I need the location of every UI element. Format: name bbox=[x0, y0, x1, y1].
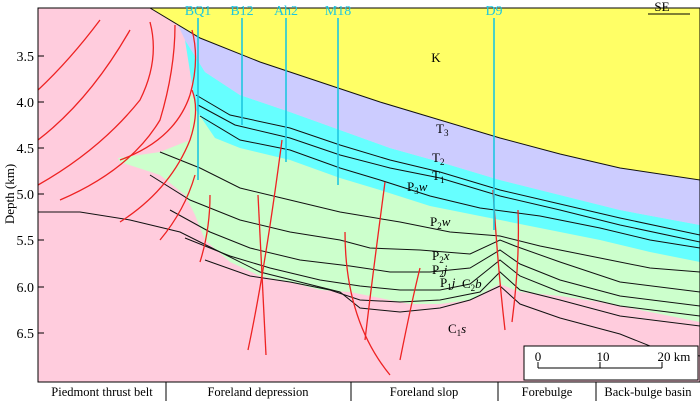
horizon-lines bbox=[38, 8, 700, 357]
horizon-c1s-top bbox=[38, 211, 700, 357]
unit-label-k: K bbox=[431, 50, 441, 65]
direction-indicator: SE bbox=[648, 0, 690, 15]
well-label: M18 bbox=[325, 4, 351, 19]
horizon-t2-base bbox=[197, 104, 700, 243]
zone-label: Piedmont thrust belt bbox=[51, 385, 153, 399]
unit-label-p2x: P2x bbox=[432, 248, 450, 265]
fault-10 bbox=[247, 139, 283, 351]
fault-12 bbox=[344, 231, 391, 376]
unit-label-p2w: P2w bbox=[430, 214, 451, 231]
y-tick-label: 3.5 bbox=[17, 50, 35, 65]
fault-11 bbox=[364, 181, 386, 341]
fault-2 bbox=[38, 29, 131, 141]
fault-6 bbox=[119, 89, 197, 223]
unit-labels: K T3 T2 T1 P3w P2w P2x P2j P1j C2b C1s bbox=[407, 50, 482, 338]
fault-5 bbox=[119, 29, 197, 161]
well-label: BQ1 bbox=[185, 4, 211, 19]
unit-label-c2b: C2b bbox=[462, 276, 482, 293]
unit-label-p2j: P2j bbox=[432, 262, 448, 279]
unit-label-p1j: P1j bbox=[440, 275, 456, 292]
zone-label: Foreland depression bbox=[207, 385, 309, 399]
horizon-p3w-base bbox=[159, 151, 700, 273]
y-ticks bbox=[38, 55, 44, 334]
scale-bar-label: 20 bbox=[658, 349, 671, 364]
horizon-t1-base bbox=[199, 115, 700, 249]
horizon-k-base bbox=[149, 8, 700, 181]
zone-bar: Piedmont thrust belt Foreland depression… bbox=[38, 381, 700, 401]
horizon-c2b-base bbox=[204, 259, 700, 327]
scale-bar-box bbox=[523, 345, 699, 381]
horizon-p2x-base bbox=[169, 209, 700, 307]
well-label: Ah2 bbox=[274, 4, 298, 19]
horizon-p2j-base bbox=[184, 237, 700, 317]
well-lines bbox=[197, 18, 495, 230]
y-tick-label: 6.0 bbox=[17, 281, 35, 296]
well-label: D9 bbox=[485, 4, 502, 19]
y-tick-label: 4.0 bbox=[17, 96, 35, 111]
scale-bar-label: 0 bbox=[535, 349, 542, 364]
fault-8 bbox=[199, 194, 211, 263]
y-axis-label: Depth (km) bbox=[2, 164, 17, 224]
well-label: B12 bbox=[230, 4, 253, 19]
unit-t-fill bbox=[150, 8, 700, 225]
zone-label: Forebulge bbox=[522, 385, 573, 399]
fault-1 bbox=[38, 19, 101, 91]
y-axis: Depth (km) 3.5 4.0 4.5 5.0 5.5 6.0 6.5 bbox=[2, 50, 44, 342]
y-tick-label: 5.5 bbox=[17, 234, 35, 249]
scale-bar-unit: km bbox=[674, 349, 691, 364]
zone-label: Back-bulge basin bbox=[604, 385, 692, 399]
horizon-t3-base bbox=[195, 94, 700, 236]
unit-label-p3w: P3w bbox=[407, 179, 428, 196]
y-tick-label: 4.5 bbox=[17, 142, 35, 157]
section-body bbox=[38, 8, 700, 382]
fault-4 bbox=[59, 24, 176, 201]
horizon-p2w-base bbox=[149, 174, 700, 293]
unit-label-c1s: C1s bbox=[448, 321, 466, 338]
unit-label-t3: T3 bbox=[436, 121, 449, 138]
unit-k-fill bbox=[150, 8, 700, 180]
scale-bar: 0 10 20 km bbox=[523, 345, 699, 381]
well-labels: BQ1 B12 Ah2 M18 D9 bbox=[185, 4, 503, 19]
zone-label: Foreland slop bbox=[390, 385, 458, 399]
fault-3 bbox=[38, 21, 154, 186]
y-tick-label: 6.5 bbox=[17, 327, 35, 342]
unit-label-t1: T1 bbox=[432, 168, 444, 185]
fault-7 bbox=[159, 174, 196, 241]
direction-label: SE bbox=[654, 0, 669, 14]
fault-15 bbox=[511, 209, 520, 323]
unit-label-t2: T2 bbox=[432, 150, 444, 167]
y-tick-label: 5.0 bbox=[17, 188, 35, 203]
scale-bar-label: 10 bbox=[597, 349, 610, 364]
fault-13 bbox=[399, 267, 421, 361]
